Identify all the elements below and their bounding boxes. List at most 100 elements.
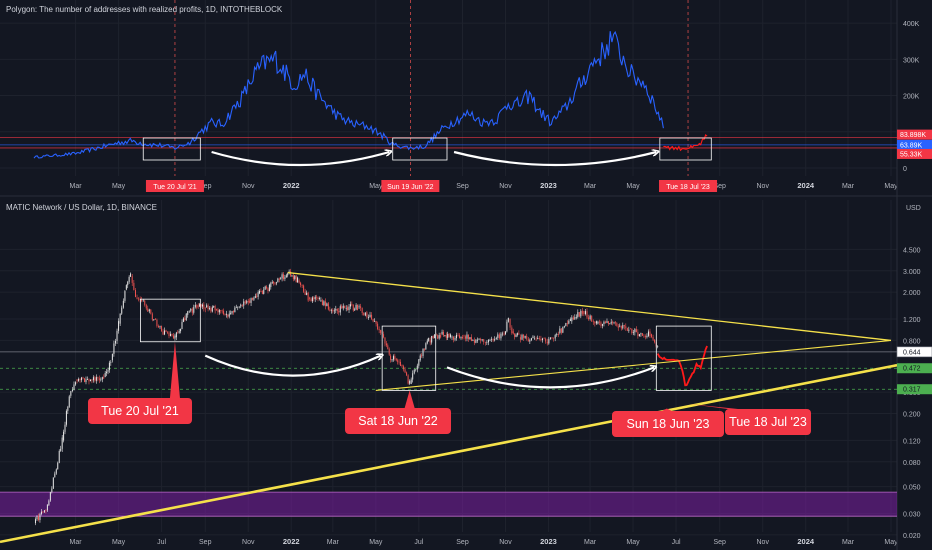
price-candle-body — [247, 300, 249, 303]
price-candle-body — [534, 338, 536, 340]
price-candle-body — [385, 343, 387, 346]
price-candle-body — [548, 338, 550, 344]
price-candle-body — [651, 334, 653, 337]
price-candle-body — [412, 373, 414, 380]
price-candle-body — [270, 283, 272, 288]
long-term-support-trendline — [0, 363, 898, 544]
price-candle-body — [130, 273, 132, 277]
bottom-y-tick-label: 3.000 — [903, 269, 921, 276]
price-candle-body — [413, 369, 415, 374]
price-candle-body — [447, 333, 449, 338]
bottom-x-tick-label: Jul — [414, 539, 423, 546]
price-candle-body — [543, 338, 545, 340]
price-candle-body — [221, 310, 223, 312]
price-candle-body — [595, 321, 597, 324]
price-candle-body — [193, 307, 195, 313]
top-chart-title: Polygon: The number of addresses with re… — [6, 5, 283, 14]
top-x-tick-label: Nov — [499, 183, 512, 190]
price-candle-body — [537, 337, 539, 340]
price-candle-body — [610, 321, 612, 324]
price-candle-body — [598, 321, 600, 323]
price-candle-body — [49, 492, 51, 501]
price-candle-body — [341, 306, 343, 309]
price-candle-body — [118, 321, 120, 331]
price-candle-body — [95, 377, 97, 381]
price-candle-body — [578, 312, 580, 317]
price-candle-body — [116, 330, 118, 341]
price-candle-body — [284, 277, 286, 279]
price-candle-body — [448, 333, 450, 338]
price-candle-body — [55, 469, 57, 474]
price-candle-body — [181, 321, 183, 329]
price-candle-body — [440, 335, 442, 338]
price-candle-body — [280, 278, 282, 280]
price-candle-body — [249, 300, 251, 303]
price-candle-body — [559, 328, 561, 334]
price-candle-body — [273, 281, 275, 284]
price-candle-body — [113, 343, 115, 354]
price-candle-body — [500, 333, 502, 339]
price-candle-body — [456, 334, 458, 339]
price-candle-body — [444, 335, 446, 336]
price-candle-body — [418, 359, 420, 366]
price-candle-body — [52, 477, 54, 489]
price-candle-body — [188, 310, 190, 312]
price-candle-body — [157, 325, 159, 328]
price-candle-body — [287, 273, 289, 276]
price-candle-body — [190, 308, 192, 311]
top-highlight-date-tag — [659, 180, 718, 192]
price-candle-body — [263, 289, 265, 294]
price-candle-body — [240, 304, 242, 307]
price-candle-body — [518, 333, 520, 335]
price-candle-body — [431, 335, 433, 343]
price-candle-body — [472, 340, 474, 342]
price-candle-body — [506, 321, 508, 332]
price-candle-body — [37, 516, 39, 520]
price-candle-body — [575, 317, 577, 318]
price-candle-body — [54, 473, 56, 478]
price-candle-body — [401, 365, 403, 367]
price-candle-body — [169, 333, 171, 337]
price-candle-body — [264, 286, 266, 290]
price-candle-body — [304, 291, 306, 295]
annotation-box — [612, 411, 724, 437]
top-x-tick-label: 2022 — [283, 181, 300, 190]
price-candle-body — [554, 335, 556, 339]
price-candle-body — [609, 323, 611, 325]
bottom-x-tick-label: Sep — [199, 539, 212, 546]
bottom-highlight-box — [655, 325, 712, 391]
price-candle-body — [641, 333, 643, 336]
price-candle-body — [498, 334, 500, 339]
price-candle-body — [321, 300, 323, 306]
price-candle-body — [395, 358, 397, 361]
price-candle-body — [218, 310, 220, 313]
price-candle-body — [459, 335, 461, 339]
price-candle-body — [310, 298, 312, 302]
price-candle-body — [613, 322, 615, 324]
price-candle-body — [410, 379, 412, 384]
price-candle-body — [214, 306, 216, 311]
price-candle-body — [529, 340, 531, 342]
price-candle-body — [628, 329, 630, 331]
price-candle-body — [36, 516, 38, 520]
price-candle-body — [432, 335, 434, 339]
price-candle-body — [268, 284, 270, 292]
price-candle-body — [491, 338, 493, 340]
price-candle-body — [640, 333, 642, 335]
price-candle-body — [100, 379, 102, 381]
price-candle-body — [469, 337, 471, 340]
price-candle-body — [133, 282, 135, 291]
price-candle-body — [521, 334, 523, 340]
price-candle-body — [260, 290, 262, 292]
price-candle-body — [266, 286, 268, 289]
price-candle-body — [637, 332, 639, 337]
bottom-y-tick-label: 0.030 — [903, 511, 921, 518]
price-candle-body — [516, 333, 518, 335]
price-candle-body — [422, 348, 424, 356]
price-candle-body — [70, 390, 72, 396]
price-candle-body — [318, 298, 320, 299]
price-candle-body — [647, 331, 649, 336]
top-x-tick-label: May — [369, 183, 383, 190]
price-candle-body — [81, 377, 83, 381]
